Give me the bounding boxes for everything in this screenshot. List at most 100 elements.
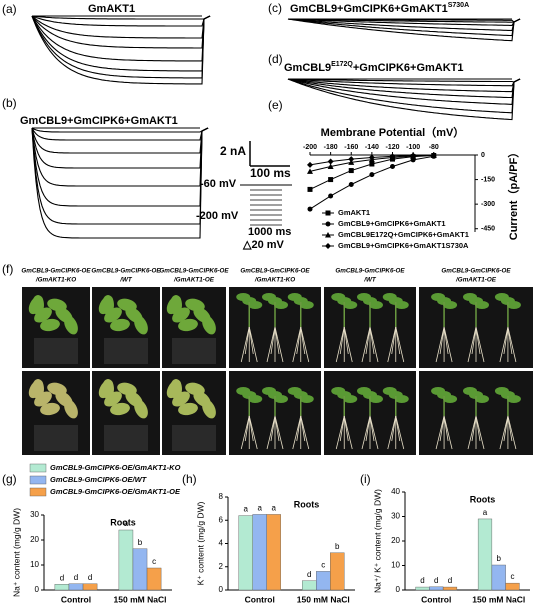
marker [389,153,396,160]
trace [31,15,211,62]
leaf [102,295,114,315]
x-tick-label: Control [61,594,91,604]
marker [430,152,437,159]
root [507,326,517,363]
x-tick-label: -200 [303,144,317,151]
leaf [506,301,521,309]
root [339,326,345,355]
marker [390,163,395,169]
bar [132,548,148,591]
significance-letter: d [74,573,78,582]
leaf [64,399,78,419]
root [435,326,445,363]
bar [505,582,520,591]
marker [348,159,355,165]
bar [118,529,134,591]
trace [31,15,211,72]
marker [307,161,313,168]
marker [325,221,331,227]
y-tick-label: -150 [481,176,495,183]
pot [104,338,148,364]
root [335,415,345,450]
bar [146,567,162,591]
significance-letter: a [271,504,276,513]
root [365,415,371,442]
root [300,326,310,363]
root [467,326,477,363]
leaf [202,315,216,335]
panel-label: (c) [268,1,282,15]
title-part: GmCBL9+GmCIPK6+GmAKT1 [20,115,178,127]
panel-label: (d) [268,52,283,66]
root [387,326,397,363]
panel-label: (i) [360,472,371,486]
bar [442,586,458,591]
legend-swatch [29,475,47,485]
root [270,415,276,442]
trace-title: GmAKT1 [88,3,135,15]
legend-label: GmCBL9-GmCIPK6-OE/GmAKT1-OE [50,487,181,496]
legend-label: GmCBL9+GmCIPK6+GmAKT1S730A [338,241,469,250]
leaf [40,318,60,332]
root [369,415,379,450]
root [266,326,276,363]
y-tick-label: 20 [391,536,400,545]
pot [172,425,216,451]
legend-label: GmCBL9-GmCIPK6-OE/GmAKT1-KO [50,463,181,472]
significance-letter: d [88,573,92,582]
leaf [134,315,148,335]
y-tick-label: 4 [219,539,224,548]
panel-label: (e) [268,98,283,112]
root [395,415,405,450]
trace [31,127,209,225]
leaf [102,379,114,399]
bar [54,584,70,591]
root [361,326,371,363]
title-part: +GmCIPK6+GmAKT1 [353,62,464,74]
trace [287,18,521,26]
marker [327,163,334,169]
significance-letter: d [60,573,64,582]
photo-caption: GmCBL9-GmCIPK6-OE [91,268,161,275]
leaf [248,395,263,403]
pot [104,425,148,451]
marker [307,168,313,174]
trace [31,15,211,79]
significance-letter: a [244,505,249,514]
x-tick-label: 150 mM NaCl [297,594,350,604]
leaf [369,301,383,309]
significance-letter: b [335,542,340,551]
leaf [110,402,130,416]
root [369,326,379,363]
significance-letter: c [321,561,325,570]
leaf [369,395,383,403]
root [471,326,477,355]
panel-label: (b) [2,96,17,110]
leaf [170,295,182,315]
marker [410,157,416,163]
legend-label: GmCBL9+GmCIPK6+GmAKT1 [338,219,446,228]
y-tick-label: 10 [391,561,400,570]
y-tick-label: 0 [219,585,224,594]
trace [31,127,209,207]
root [443,415,453,450]
y-tick-label: 10 [30,560,39,569]
bar [429,586,444,591]
marker [369,161,375,167]
trace [287,78,521,121]
trace [287,78,521,114]
scale-label: △20 mV [242,239,285,251]
leaf [299,301,314,309]
pot [34,425,78,451]
x-tick-label: Control [421,594,451,604]
bar [238,515,253,591]
root [244,326,250,355]
root [339,415,345,442]
marker [348,181,354,187]
y-tick-label: 20 [30,535,39,544]
leaf [248,301,263,309]
photo-caption: /GmAKT1-OE [455,277,497,284]
trace [287,18,521,37]
marker [348,168,354,174]
